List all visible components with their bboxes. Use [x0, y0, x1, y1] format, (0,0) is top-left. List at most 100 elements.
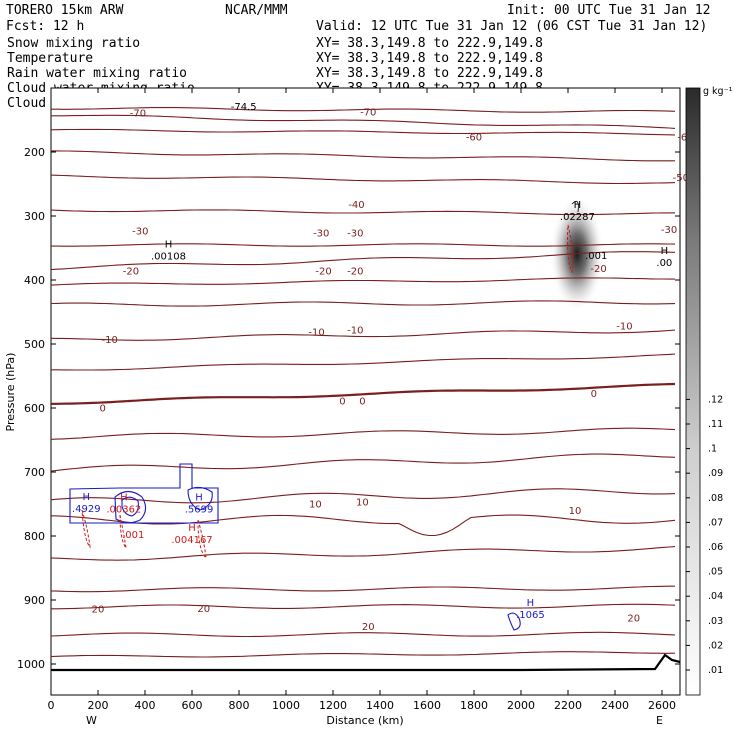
isotherm-line — [51, 546, 676, 561]
field-legend-name: Rain water mixing ratio — [7, 66, 187, 81]
isotherm-line — [51, 251, 676, 271]
y-tick-label: 400 — [24, 274, 45, 287]
extremum-marker: H — [188, 523, 196, 534]
cloud-water-contour — [121, 496, 139, 517]
isotherm-label: -10 — [347, 326, 363, 337]
rain-water-contour — [119, 514, 127, 549]
valid-time: Valid: 12 UTC Tue 31 Jan 12 (06 CST Tue … — [316, 19, 707, 34]
extremum-marker: H — [195, 492, 203, 503]
isotherm-label: 0 — [100, 404, 106, 415]
colorbar-tick-label: .01 — [708, 665, 723, 676]
colorbar-scale — [685, 87, 701, 696]
colorbar-tick-label: .1 — [708, 444, 717, 455]
colorbar-tick-label: .05 — [708, 567, 723, 578]
cloud-water-contour — [69, 463, 219, 524]
isotherm-line — [51, 427, 676, 440]
isotherm-line — [51, 453, 676, 472]
isotherm-label: -30 — [313, 228, 329, 239]
extremum-marker: H — [527, 598, 535, 609]
x-end-label-east: E — [656, 714, 663, 727]
extremum-value: .004167 — [171, 535, 212, 546]
y-tick-label: 700 — [24, 466, 45, 479]
extremum-marker: H — [574, 200, 582, 211]
x-tick-label: 1600 — [413, 699, 441, 712]
contour-labels: -74.5 -70 -70 -60 -60 -50 -40 -30 -30 -30 -30 -20 -2… — [92, 102, 694, 633]
isotherm-label: 20 — [92, 605, 105, 616]
temperature-contours — [51, 107, 676, 658]
colorbar-unit: g kg⁻¹ — [703, 86, 733, 97]
extremum-marker: H — [82, 492, 90, 503]
isotherm-label: -10 — [308, 327, 324, 338]
colorbar-tick-label: .04 — [708, 591, 723, 602]
isotherm-label: -60 — [466, 132, 482, 143]
isotherm-label: 20 — [197, 604, 210, 615]
rain-water-contour — [567, 224, 573, 274]
isotherm-line — [51, 585, 675, 593]
extremum-value: .5699 — [185, 504, 214, 515]
x-tick-label: 200 — [88, 699, 109, 712]
init-time: Init: 00 UTC Tue 31 Jan 12 — [507, 3, 711, 18]
isotherm-label: -40 — [348, 200, 364, 211]
x-tick-label: 1800 — [460, 699, 488, 712]
isotherm-line — [51, 488, 676, 504]
isotherm-line — [51, 209, 676, 216]
isotherm-line — [51, 353, 676, 371]
y-tick-label: 300 — [24, 210, 45, 223]
field-legend-name: Temperature — [7, 51, 93, 66]
extremum-value: .001 — [122, 530, 144, 541]
isotherm-line — [51, 329, 676, 341]
forecast-hour: Fcst: 12 h — [6, 19, 84, 34]
isotherm-line — [51, 128, 676, 136]
extremum-value: .00108 — [151, 252, 186, 263]
y-tick-label: 1000 — [17, 658, 45, 671]
colorbar-tick-label: .08 — [708, 493, 723, 504]
isotherm-label: 0 — [359, 397, 365, 408]
x-end-label-west: W — [86, 714, 97, 727]
isotherm-line — [51, 300, 676, 307]
y-tick-label: 900 — [24, 594, 45, 607]
x-tick-label: 1400 — [366, 699, 394, 712]
isotherm-line — [51, 382, 676, 405]
y-tick-label: 500 — [24, 338, 45, 351]
isotherm-label: 10 — [356, 498, 369, 509]
cloud-water-contour — [187, 486, 213, 511]
isotherm-label: -10 — [102, 335, 118, 346]
isotherm-label: -20 — [315, 267, 331, 278]
axes: 0 200 400 600 800 1000 1200 1400 1600 1800 2000 220… — [17, 88, 680, 712]
extremum-marker: H — [661, 246, 669, 257]
isotherm-label: -74.5 — [231, 102, 257, 113]
isotherm-line — [51, 243, 676, 247]
colorbar-ticks: .01 .02 .03 .04 .05 .06 .07 .08 .09 .1 .11 .12 — [686, 394, 723, 676]
field-legend-name: Snow mixing ratio — [7, 36, 140, 51]
extremum-marker: H — [120, 492, 128, 503]
isotherm-label: -70 — [360, 107, 376, 118]
extremum-marker: H — [165, 240, 173, 251]
extremum-value: .4929 — [72, 504, 101, 515]
isotherm-label: -20 — [590, 264, 606, 275]
extremum-value: .02287 — [560, 212, 595, 223]
plot-area: -74.5 -70 -70 -60 -60 -50 -40 -30 -30 -30 -30 -20 -2… — [50, 87, 694, 696]
hydrometeor-contours — [69, 200, 579, 631]
y-tick-label: 600 — [24, 402, 45, 415]
isotherm-line — [51, 107, 676, 113]
x-tick-label: 2200 — [554, 699, 582, 712]
isotherm-label: -30 — [132, 226, 148, 237]
y-tick-label: 200 — [24, 146, 45, 159]
isotherm-label: 10 — [309, 500, 322, 511]
cloud-water-contour — [114, 490, 147, 524]
x-tick-label: 0 — [48, 699, 55, 712]
y-axis-label: Pressure (hPa) — [4, 353, 17, 432]
cloud-water-contour — [507, 612, 521, 631]
x-tick-label: 2400 — [601, 699, 629, 712]
organization: NCAR/MMM — [225, 3, 288, 18]
isotherm-line — [51, 603, 676, 610]
colorbar: g kg⁻¹ .01 .02 .03 .04 .05 .06 .07 .08 .09 .1 .11.… — [685, 86, 733, 696]
x-tick-label: 2600 — [648, 699, 676, 712]
isotherm-label: -20 — [123, 267, 139, 278]
x-tick-label: 2000 — [507, 699, 535, 712]
isotherm-label: -30 — [661, 225, 677, 236]
x-tick-label: 800 — [229, 699, 250, 712]
field-legend-xy: XY= 38.3,149.8 to 222.9,149.8 — [316, 66, 543, 81]
